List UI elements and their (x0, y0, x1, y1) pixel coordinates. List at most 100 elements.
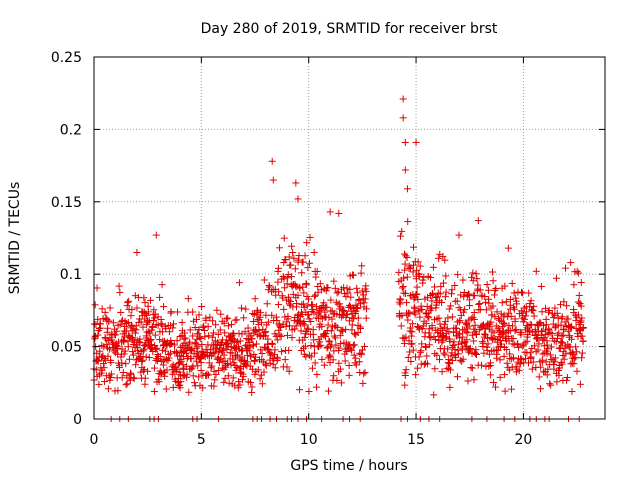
data-point (561, 318, 569, 326)
data-point (560, 355, 568, 363)
data-point (470, 309, 478, 317)
data-point (486, 371, 494, 379)
data-point (512, 294, 520, 302)
data-point (446, 366, 454, 374)
data-point (303, 239, 311, 247)
data-point (309, 301, 317, 309)
data-point (299, 283, 307, 291)
data-point (399, 114, 407, 122)
data-point (476, 300, 484, 308)
data-point (430, 391, 438, 399)
data-point (500, 320, 508, 328)
data-point (275, 244, 283, 252)
data-point (554, 314, 562, 322)
data-point (252, 340, 260, 348)
data-point (316, 280, 324, 288)
data-point (169, 383, 177, 391)
data-point (361, 295, 369, 303)
data-point (414, 258, 422, 266)
data-point (323, 303, 331, 311)
data-point (258, 380, 266, 388)
data-point (536, 319, 544, 327)
data-point (449, 356, 457, 364)
data-point (343, 284, 351, 292)
data-point (438, 299, 446, 307)
data-point (360, 342, 368, 350)
data-point (483, 281, 491, 289)
data-point (204, 323, 212, 331)
data-point (204, 371, 212, 379)
data-point (187, 355, 195, 363)
data-point (258, 349, 266, 357)
data-point (572, 316, 580, 324)
data-point (317, 341, 325, 349)
data-point (165, 328, 173, 336)
data-point (477, 361, 485, 369)
data-point (96, 320, 104, 328)
data-point (492, 284, 500, 292)
data-point (327, 296, 335, 304)
data-point (203, 370, 211, 378)
data-point (155, 378, 163, 386)
data-point (118, 359, 126, 367)
data-point (195, 311, 203, 319)
data-point (480, 330, 488, 338)
data-point (402, 366, 410, 374)
data-point (310, 309, 318, 317)
data-point (104, 385, 112, 393)
data-point (492, 383, 500, 391)
data-point (98, 305, 106, 313)
data-point (197, 359, 205, 367)
data-point (349, 271, 357, 279)
data-point (267, 349, 275, 357)
data-point (163, 366, 171, 374)
data-point (201, 333, 209, 341)
data-point (333, 376, 341, 384)
data-point (248, 383, 256, 391)
data-point (182, 349, 190, 357)
data-point (322, 287, 330, 295)
data-point (221, 329, 229, 337)
data-point (254, 366, 262, 374)
data-point (251, 357, 259, 365)
data-point (463, 291, 471, 299)
data-point (484, 340, 492, 348)
data-point (120, 338, 128, 346)
data-point (94, 331, 102, 339)
data-point (491, 291, 499, 299)
data-point (105, 317, 113, 325)
data-point (340, 307, 348, 315)
data-point (454, 350, 462, 358)
data-point (144, 318, 152, 326)
data-point (192, 315, 200, 323)
data-point (397, 296, 405, 304)
data-point (178, 318, 186, 326)
data-point (534, 346, 542, 354)
data-point (359, 379, 367, 387)
data-point (261, 360, 269, 368)
data-point (564, 315, 572, 323)
data-point (350, 341, 358, 349)
data-point (474, 217, 482, 225)
data-point (297, 327, 305, 335)
data-point (445, 305, 453, 313)
data-point (242, 361, 250, 369)
data-point (157, 357, 165, 365)
data-point (409, 268, 417, 276)
data-point (431, 365, 439, 373)
data-point (357, 325, 365, 333)
data-point (521, 315, 529, 323)
data-point (252, 326, 260, 334)
data-point (445, 359, 453, 367)
data-point (468, 364, 476, 372)
data-point (285, 322, 293, 330)
data-point (223, 346, 231, 354)
data-point (545, 307, 553, 315)
data-point (395, 268, 403, 276)
data-point (280, 275, 288, 283)
data-point (515, 367, 523, 375)
data-point (401, 166, 409, 174)
data-point (411, 310, 419, 318)
data-point (456, 330, 464, 338)
data-point (576, 318, 584, 326)
